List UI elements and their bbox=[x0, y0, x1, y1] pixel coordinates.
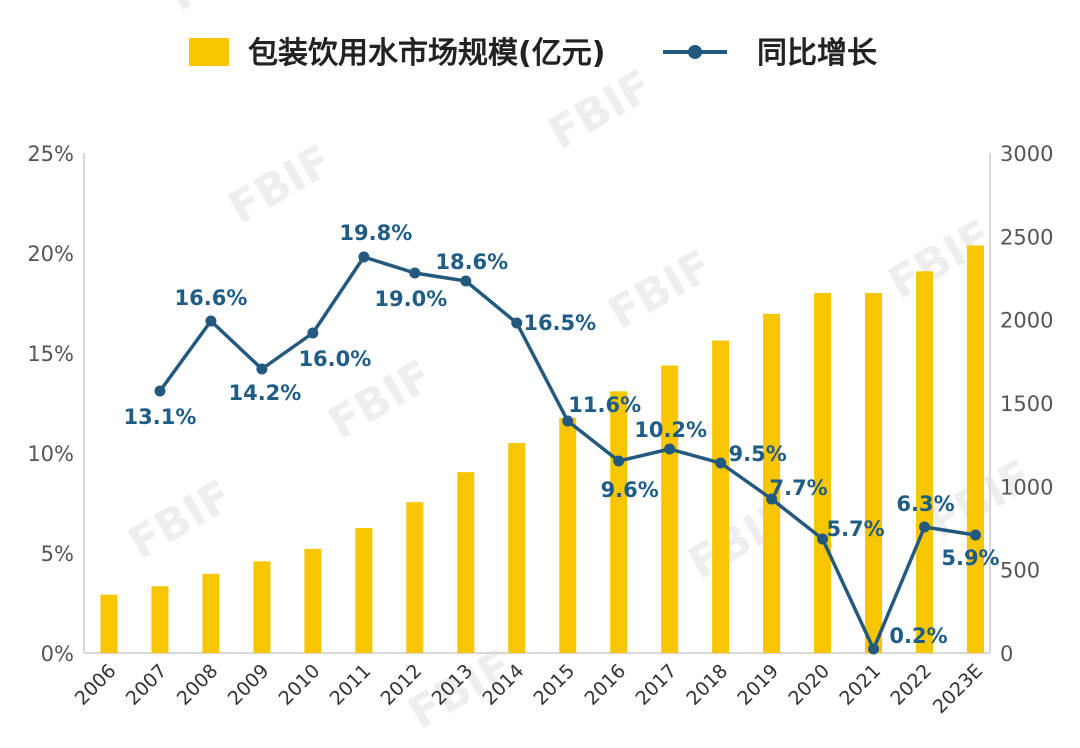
growth-label: 19.8% bbox=[339, 221, 412, 245]
growth-label: 14.2% bbox=[228, 381, 301, 405]
bar bbox=[661, 365, 679, 653]
growth-point bbox=[511, 317, 523, 329]
left-tick-label: 25% bbox=[27, 142, 74, 166]
growth-point bbox=[562, 415, 574, 427]
growth-point bbox=[817, 533, 829, 545]
bar bbox=[202, 573, 220, 653]
x-tick-label: 2011 bbox=[326, 660, 376, 710]
growth-label: 19.0% bbox=[374, 287, 447, 311]
x-tick-label: 2018 bbox=[682, 660, 732, 710]
x-tick-label: 2009 bbox=[224, 660, 274, 710]
left-tick-label: 20% bbox=[27, 242, 74, 266]
growth-label: 16.5% bbox=[523, 311, 596, 335]
watermark-text: FBIF bbox=[540, 60, 661, 159]
growth-point bbox=[409, 267, 421, 279]
growth-point bbox=[766, 493, 778, 505]
bar bbox=[865, 293, 883, 653]
legend-bar-swatch bbox=[189, 38, 229, 66]
growth-label: 9.5% bbox=[729, 442, 787, 466]
left-tick-label: 10% bbox=[27, 442, 74, 466]
growth-point bbox=[919, 521, 931, 533]
x-tick-label: 2023E bbox=[929, 660, 987, 718]
watermark-text: FBIF bbox=[680, 490, 801, 589]
growth-label: 11.6% bbox=[568, 393, 641, 417]
growth-label: 7.7% bbox=[769, 476, 827, 500]
right-tick-label: 3000 bbox=[1000, 142, 1053, 166]
growth-point bbox=[460, 275, 472, 287]
watermark-text: FBIF bbox=[120, 470, 241, 569]
bar bbox=[304, 548, 322, 653]
growth-label: 10.2% bbox=[634, 418, 707, 442]
growth-label: 5.7% bbox=[826, 517, 884, 541]
growth-point bbox=[256, 363, 268, 375]
left-tick-label: 15% bbox=[27, 342, 74, 366]
growth-point bbox=[613, 455, 625, 467]
growth-label: 13.1% bbox=[124, 405, 197, 429]
x-tick-label: 2017 bbox=[631, 660, 681, 710]
bar bbox=[916, 271, 934, 653]
growth-label: 6.3% bbox=[896, 492, 954, 516]
right-tick-label: 1000 bbox=[1000, 475, 1053, 499]
bar bbox=[100, 594, 118, 653]
x-tick-label: 2016 bbox=[580, 660, 630, 710]
growth-label: 18.6% bbox=[435, 250, 508, 274]
bar bbox=[355, 528, 373, 653]
x-tick-label: 2007 bbox=[122, 660, 172, 710]
growth-label: 0.2% bbox=[889, 624, 947, 648]
bar bbox=[763, 313, 781, 653]
watermark-text: FBIF bbox=[600, 240, 721, 339]
legend-line-marker bbox=[688, 45, 702, 59]
legend-line-label: 同比增长 bbox=[757, 36, 877, 71]
x-tick-label: 2021 bbox=[835, 660, 885, 710]
growth-point bbox=[205, 315, 217, 327]
data-labels: 13.1% 16.6% 14.2% 16.0% 19.8% 19.0% 18.6% 16.5%… bbox=[124, 221, 1000, 648]
bar bbox=[610, 391, 628, 653]
bar-series bbox=[100, 245, 984, 653]
bar bbox=[712, 340, 730, 653]
watermark-text: FBIF bbox=[220, 135, 341, 234]
growth-label: 5.9% bbox=[941, 546, 999, 570]
bar bbox=[406, 502, 424, 653]
legend: 包装饮用水市场规模(亿元) 同比增长 bbox=[189, 36, 877, 71]
x-axis-ticks: 2006 2007 2008 2009 2010 2011 2012 2013 2014 2015… bbox=[71, 660, 987, 718]
bar bbox=[814, 293, 832, 653]
bar bbox=[559, 418, 577, 653]
right-axis-ticks: 0 500 1000 1500 2000 2500 3000 bbox=[1000, 142, 1053, 666]
watermark-text: FBIF bbox=[160, 0, 281, 22]
x-tick-label: 2019 bbox=[733, 660, 783, 710]
left-axis-ticks: 0% 5% 10% 15% 20% 25% bbox=[27, 142, 74, 666]
growth-point bbox=[715, 457, 727, 469]
growth-label: 16.0% bbox=[298, 347, 371, 371]
x-tick-label: 2006 bbox=[71, 660, 121, 710]
legend-bar-label: 包装饮用水市场规模(亿元) bbox=[248, 36, 605, 71]
growth-point bbox=[664, 443, 676, 455]
right-tick-label: 2500 bbox=[1000, 225, 1053, 249]
x-tick-label: 2008 bbox=[173, 660, 223, 710]
growth-point bbox=[868, 643, 880, 655]
bar bbox=[151, 586, 169, 653]
right-tick-label: 500 bbox=[1000, 559, 1040, 583]
bar bbox=[457, 472, 475, 653]
growth-point bbox=[358, 251, 370, 263]
right-tick-label: 1500 bbox=[1000, 392, 1053, 416]
left-tick-label: 5% bbox=[41, 542, 74, 566]
growth-point bbox=[154, 385, 166, 397]
right-tick-label: 0 bbox=[1000, 642, 1013, 666]
bar bbox=[508, 443, 526, 653]
growth-point bbox=[307, 327, 319, 339]
left-tick-label: 0% bbox=[41, 642, 74, 666]
bar bbox=[966, 245, 984, 653]
x-tick-label: 2020 bbox=[784, 660, 834, 710]
x-tick-label: 2015 bbox=[530, 660, 580, 710]
line-series bbox=[154, 251, 981, 655]
growth-label: 9.6% bbox=[601, 478, 659, 502]
right-tick-label: 2000 bbox=[1000, 309, 1053, 333]
x-tick-label: 2010 bbox=[275, 660, 325, 710]
bar bbox=[253, 561, 271, 653]
growth-label: 16.6% bbox=[175, 286, 248, 310]
growth-point bbox=[969, 529, 981, 541]
